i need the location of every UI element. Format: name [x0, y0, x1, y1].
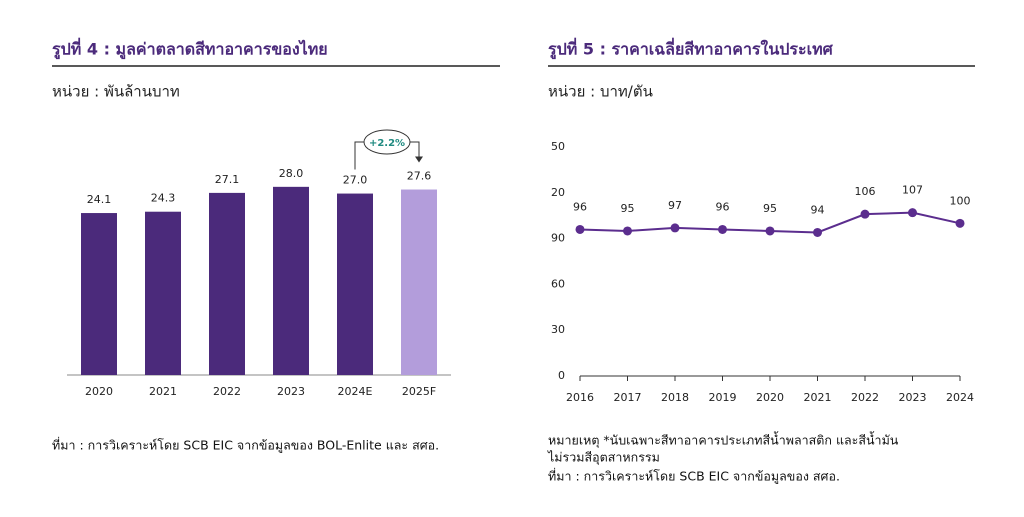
bar — [337, 193, 373, 375]
note: หมายเหตุ *นับเฉพาะสีทาอาคารประเภทสีน้ำพล… — [548, 431, 899, 449]
x-tick-label: 2022 — [851, 391, 879, 404]
bar — [401, 189, 437, 375]
x-tick-label: 2017 — [614, 391, 642, 404]
x-tick-label: 2020 — [756, 391, 784, 404]
y-tick-label: 20 — [551, 186, 565, 199]
point — [813, 227, 822, 237]
data-label: 94 — [811, 203, 825, 216]
chart-title: รูปที่ 4 : มูลค่าตลาดสีทาอาคารของไทย — [52, 38, 328, 61]
data-label: 95 — [763, 202, 777, 215]
x-tick-label: 2021 — [149, 385, 177, 398]
x-tick-label: 2016 — [566, 391, 594, 404]
data-label: 27.0 — [343, 174, 368, 187]
x-tick-label: 2020 — [85, 385, 113, 398]
annotation-arrow — [415, 156, 423, 163]
x-tick-label: 2022 — [213, 385, 241, 398]
point — [718, 224, 727, 234]
bar — [145, 211, 181, 375]
data-label: 28.0 — [279, 167, 304, 180]
data-label: 97 — [668, 199, 682, 212]
x-tick-label: 2023 — [899, 391, 927, 404]
annotation-bubble — [363, 129, 411, 155]
point — [860, 209, 870, 219]
data-label: 24.3 — [151, 192, 176, 205]
point — [623, 226, 632, 236]
x-tick-label: 2019 — [709, 391, 737, 404]
data-label: 96 — [573, 200, 587, 213]
note: ไม่รวมสีอุตสาหกรรม — [547, 450, 660, 466]
data-label: 27.1 — [215, 173, 240, 186]
point — [575, 224, 585, 234]
data-label: 100 — [950, 194, 971, 207]
x-tick-label: 2025F — [402, 385, 436, 398]
y-tick-label: 30 — [551, 323, 565, 336]
x-tick-label: 2024 — [946, 391, 974, 404]
data-label: 24.1 — [87, 193, 112, 206]
point — [955, 218, 965, 228]
y-tick-label: 0 — [558, 369, 565, 382]
data-label: 106 — [855, 185, 876, 198]
data-label: 107 — [902, 184, 923, 197]
x-tick-label: 2018 — [661, 391, 689, 404]
bar — [81, 213, 117, 375]
chart-title: รูปที่ 5 : ราคาเฉลี่ยสีทาอาคารในประเทศ — [548, 38, 834, 61]
source: ที่มา : การวิเคราะห์โดย SCB EIC จากข้อมู… — [52, 437, 439, 454]
annotation: +2.2% — [369, 138, 405, 149]
y-tick-label: 90 — [551, 232, 565, 245]
data-label: 96 — [716, 200, 730, 213]
bar — [209, 192, 245, 375]
chart-subtitle: หน่วย : บาท/ตัน — [548, 83, 653, 101]
x-tick-label: 2023 — [277, 385, 305, 398]
bar — [273, 186, 309, 375]
point — [670, 223, 680, 233]
source: ที่มา : การวิเคราะห์โดย SCB EIC จากข้อมู… — [548, 468, 840, 485]
point — [765, 226, 775, 236]
y-tick-label: 60 — [551, 277, 565, 290]
data-label: 95 — [621, 202, 635, 215]
x-tick-label: 2021 — [804, 391, 832, 404]
point — [908, 208, 917, 218]
chart-subtitle: หน่วย : พันล้านบาท — [52, 83, 180, 101]
x-tick-label: 2024E — [338, 385, 373, 398]
y-tick-label: 50 — [551, 140, 565, 153]
data-label: 27.6 — [407, 170, 432, 183]
